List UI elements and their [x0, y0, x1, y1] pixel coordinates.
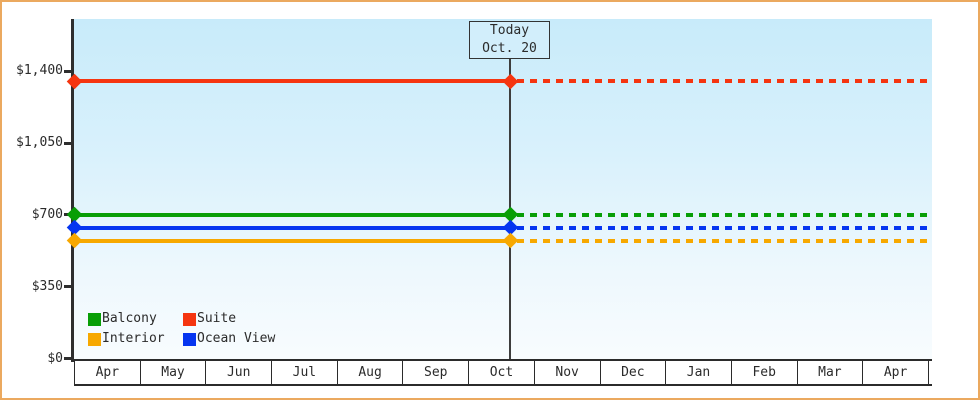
- legend: Balcony Suite Interior Ocean View: [88, 309, 275, 349]
- month-cell-jul: Jul: [272, 361, 338, 384]
- y-tick-label: $1,050: [16, 135, 63, 151]
- series-line-dashed-interior: [517, 238, 932, 243]
- legend-swatch-icon: [183, 312, 196, 326]
- month-cell-nov: Nov: [535, 361, 601, 384]
- legend-label: Interior: [102, 331, 165, 346]
- x-axis-month-row: Apr May Jun Jul Aug Sep Oct Nov Dec Jan Feb Mar Apr: [74, 359, 932, 386]
- legend-label: Balcony: [102, 311, 157, 326]
- today-label-line2: Oct. 20: [482, 41, 537, 56]
- today-annotation-box: Today Oct. 20: [469, 21, 550, 59]
- legend-swatch-icon: [88, 332, 101, 346]
- series-line-dashed-suite: [517, 79, 932, 84]
- legend-item-balcony: Balcony: [88, 309, 183, 329]
- legend-item-interior: Interior: [88, 329, 183, 349]
- series-line-dashed-balcony: [517, 212, 932, 217]
- legend-item-ocean-view: Ocean View: [183, 329, 275, 349]
- series-line-solid-balcony: [74, 212, 510, 217]
- month-cell-jun: Jun: [206, 361, 273, 384]
- month-cell-oct: Oct: [469, 361, 535, 384]
- y-tick-label: $1,400: [16, 63, 63, 79]
- month-cell-apr: Apr: [75, 361, 141, 384]
- month-cell-dec: Dec: [601, 361, 667, 384]
- y-tick-mark: [64, 285, 73, 289]
- month-cell-apr: Apr: [863, 361, 929, 384]
- legend-swatch-icon: [88, 312, 101, 326]
- legend-swatch-icon: [183, 332, 196, 346]
- today-label-line1: Today: [489, 23, 530, 38]
- series-line-dashed-ocean-view: [517, 225, 932, 230]
- series-line-solid-ocean-view: [74, 225, 510, 230]
- month-cell-mar: Mar: [798, 361, 864, 384]
- month-cell-feb: Feb: [732, 361, 798, 384]
- y-tick-label: $700: [31, 206, 63, 222]
- legend-label: Suite: [197, 311, 237, 326]
- month-cell-jan: Jan: [666, 361, 732, 384]
- legend-item-suite: Suite: [183, 309, 275, 329]
- y-tick-mark: [64, 357, 73, 360]
- series-line-solid-interior: [74, 238, 510, 243]
- y-tick-mark: [64, 141, 73, 145]
- month-cell-sep: Sep: [403, 361, 470, 384]
- series-line-solid-suite: [74, 79, 510, 84]
- y-tick-label: $0: [47, 350, 63, 366]
- legend-label: Ocean View: [197, 331, 276, 346]
- y-axis: [71, 19, 74, 362]
- month-cell-may: May: [141, 361, 207, 384]
- y-tick-mark: [64, 69, 73, 73]
- y-tick-label: $350: [31, 278, 63, 294]
- month-cell-partial: [929, 361, 932, 384]
- plot-area: [74, 19, 932, 359]
- month-cell-aug: Aug: [338, 361, 404, 384]
